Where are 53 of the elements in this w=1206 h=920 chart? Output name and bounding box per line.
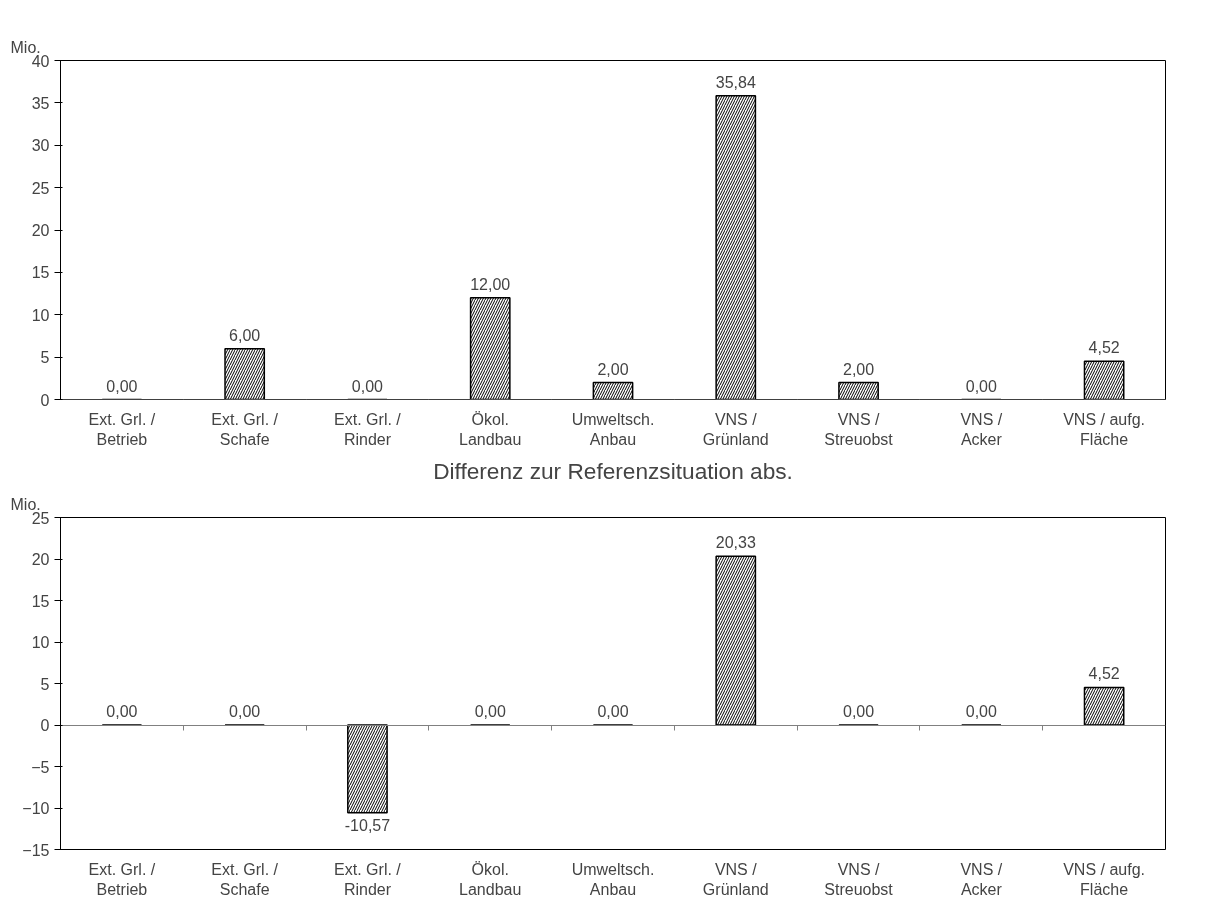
data-label: 2,00 [842,360,875,378]
x-tick-label: VNS / Streuobst [824,860,894,898]
y-tick-label: −15 [22,841,50,859]
data-label: 0,00 [597,703,629,720]
x-tick-label: Ext. Grl. / Rinder [334,860,402,898]
x-tick-label: VNS / Acker [960,410,1003,448]
x-tick-label: Ext. Grl. / Betrieb [88,410,156,448]
data-label: 4,52 [1088,339,1120,357]
y-tick-label: 20 [31,222,50,239]
y-tick-label: 10 [31,306,50,324]
x-tick-label: Umweltsch. Anbau [571,410,655,448]
data-label: 0,00 [965,703,998,720]
y-tick-label: 0 [40,717,50,734]
data-label: 0,00 [842,703,875,720]
data-label: 4,52 [1088,665,1120,683]
data-label: 0,00 [106,703,138,720]
data-label: -10,57 [344,816,391,834]
y-tick-label: 5 [40,675,50,693]
x-tick-label: VNS / aufg. Fläche [1063,860,1146,898]
x-tick-label: Ext. Grl. / Schafe [211,410,279,448]
y-tick-label: 0 [40,391,50,409]
x-tick-label: VNS / Grünland [702,860,769,898]
chart-title: Differenz zur Referenzsituation abs. [433,457,793,484]
y-tick-label: 5 [40,349,50,367]
x-tick-label: VNS / aufg. Fläche [1063,410,1146,448]
y-tick-label: −5 [31,758,50,776]
y-tick-label: 30 [31,137,50,155]
y-tick-label: −10 [22,800,50,817]
data-label: 0,00 [351,377,384,395]
x-tick-label: Umweltsch. Anbau [571,860,655,898]
data-label: 2,00 [597,360,629,378]
y-tick-label: 25 [31,179,50,197]
data-label: 6,00 [229,326,261,344]
x-tick-label: VNS / Streuobst [824,410,894,448]
y-tick-label: 15 [31,592,50,610]
x-tick-label: Ext. Grl. / Schafe [211,860,279,898]
x-tick-label: Ökol. Landbau [459,410,522,448]
data-label: 12,00 [470,275,511,293]
x-tick-label: VNS / Grünland [702,410,769,448]
data-label: 35,84 [715,73,756,91]
x-tick-label: Ökol. Landbau [459,860,522,898]
y-tick-label: 10 [31,634,50,651]
data-label: 20,33 [715,534,756,552]
data-label: 0,00 [106,377,138,395]
data-label: 0,00 [965,377,998,395]
y-tick-label: 15 [31,264,50,282]
x-tick-label: Ext. Grl. / Betrieb [88,860,156,898]
data-label: 0,00 [229,703,261,720]
data-label: 0,00 [474,703,506,720]
y-tick-label: 35 [31,94,50,112]
x-tick-label: Ext. Grl. / Rinder [334,410,402,448]
y-tick-label: 20 [31,551,50,568]
x-tick-label: VNS / Acker [960,860,1003,898]
